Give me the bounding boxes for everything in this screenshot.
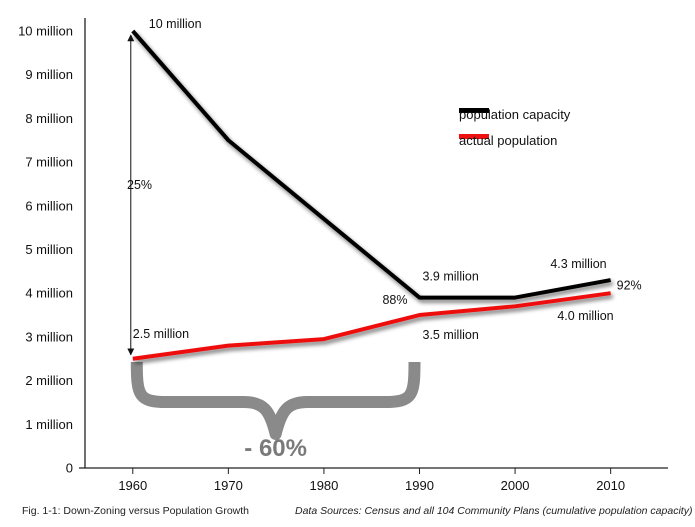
legend-swatch — [459, 108, 489, 113]
x-tick-label: 1970 — [214, 478, 243, 493]
y-tick-label: 1 million — [25, 417, 73, 432]
legend: population capacity actual population — [459, 107, 571, 148]
y-tick-label: 8 million — [25, 111, 73, 126]
y-tick-label: 3 million — [25, 329, 73, 344]
data-annotation: 88% — [382, 293, 407, 307]
y-ticks: 0 1 million 2 million 3 million 4 million 5 m… — [18, 24, 73, 476]
difference-brace: - 60% — [130, 361, 421, 462]
data-annotation: 10 million — [149, 17, 202, 31]
x-tick-label: 2010 — [596, 478, 625, 493]
difference-arrow: 25% — [127, 34, 152, 356]
y-tick-label: 4 million — [25, 286, 73, 301]
brace-label: - 60% — [244, 435, 307, 462]
legend-label: population capacity — [459, 107, 571, 122]
x-tick-label: 2000 — [501, 478, 530, 493]
figure-caption: Fig. 1-1: Down-Zoning versus Population … — [22, 505, 249, 517]
brace-shape — [130, 361, 421, 440]
y-tick-label: 5 million — [25, 242, 73, 257]
y-tick-label: 6 million — [25, 198, 73, 213]
data-annotation: 3.9 million — [423, 270, 479, 284]
legend-label: actual population — [459, 133, 557, 148]
data-annotation: 4.3 million — [550, 257, 606, 271]
x-tick-label: 1980 — [309, 478, 338, 493]
data-annotation: 4.0 million — [557, 309, 613, 323]
axes — [79, 18, 668, 469]
y-tick-label: 7 million — [25, 155, 73, 170]
y-tick-label: 2 million — [25, 373, 73, 388]
data-sources-caption: Data Sources: Census and all 104 Communi… — [295, 505, 692, 517]
y-tick-label: 10 million — [18, 24, 73, 39]
x-tick-label: 1960 — [118, 478, 147, 493]
y-tick-label: 9 million — [25, 67, 73, 82]
x-ticks: 1960 1970 1980 1990 2000 2010 — [118, 468, 625, 493]
data-annotations: 10 million 2.5 million 3.9 million 88% 3.5 m… — [133, 17, 642, 342]
y-tick-label: 0 — [66, 461, 73, 476]
series-line-actual-population — [132, 291, 611, 361]
x-tick-label: 1990 — [405, 478, 434, 493]
data-annotation: 2.5 million — [133, 327, 189, 341]
legend-swatch — [459, 134, 489, 139]
series-line-population-capacity — [131, 29, 612, 300]
data-annotation: 92% — [617, 279, 642, 293]
series-lines — [131, 29, 612, 361]
difference-arrow-label: 25% — [127, 178, 152, 192]
data-annotation: 3.5 million — [423, 328, 479, 342]
